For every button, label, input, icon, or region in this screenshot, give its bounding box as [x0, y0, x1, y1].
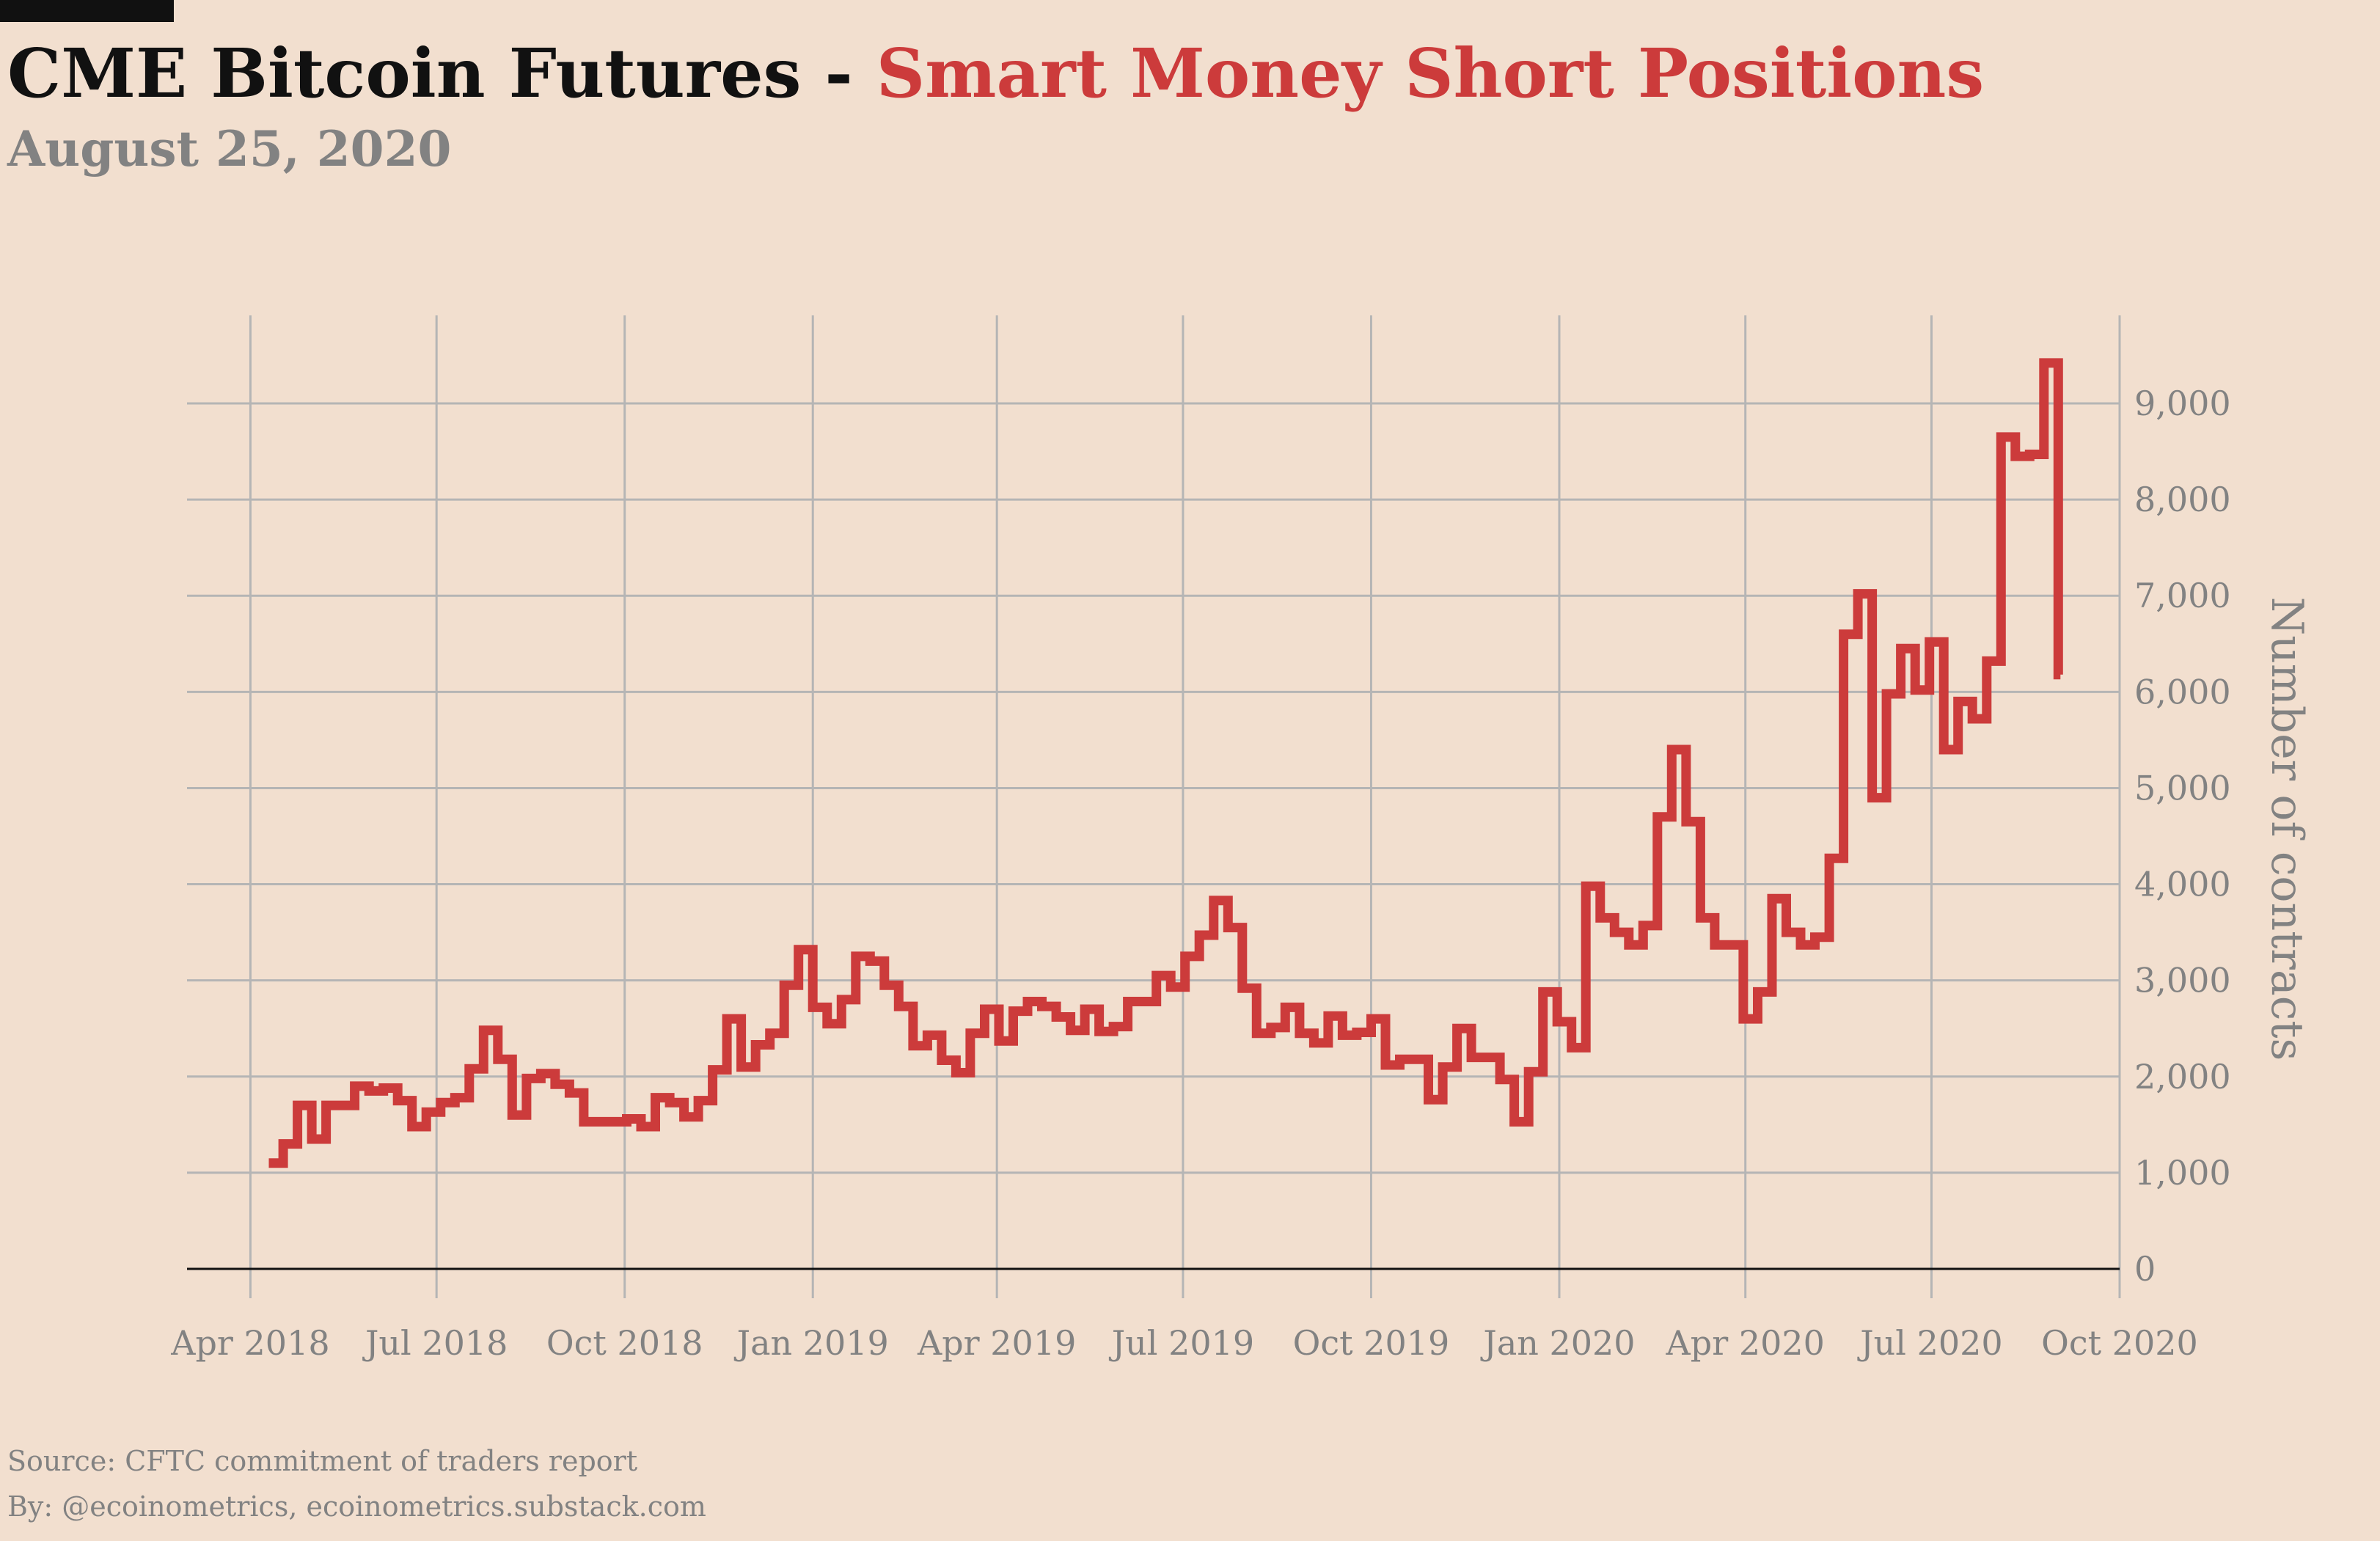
y-tick-label: 5,000: [2134, 768, 2231, 808]
x-tick-label: Jan 2019: [734, 1323, 889, 1363]
series-layer: [268, 358, 2063, 1168]
series-line-short-positions: [268, 358, 2063, 1168]
x-tick-label: Jul 2018: [362, 1323, 508, 1363]
y-tick-label: 0: [2134, 1249, 2156, 1289]
y-tick-label: 4,000: [2134, 865, 2231, 904]
x-tick-label: Jul 2019: [1109, 1323, 1254, 1363]
x-tick-label: Apr 2018: [170, 1323, 329, 1363]
y-tick-label: 7,000: [2134, 576, 2231, 615]
x-tick-label: Oct 2019: [1293, 1323, 1450, 1363]
y-tick-label: 2,000: [2134, 1057, 2231, 1097]
y-tick-label: 3,000: [2134, 961, 2231, 1000]
source-note: Source: CFTC commitment of traders repor…: [7, 1445, 638, 1477]
axis-labels: 0 1,000 2,000 3,000 4,000 5,000 6,000 7,000 8,00…: [170, 384, 2313, 1363]
x-tick-label: Oct 2020: [2041, 1323, 2198, 1363]
x-tick-label: Jul 2020: [1857, 1323, 2002, 1363]
byline-note: By: @ecoinometrics, ecoinometrics.substa…: [7, 1490, 706, 1523]
x-tick-label: Apr 2020: [1666, 1323, 1825, 1363]
title-black-part: CME Bitcoin Futures -: [7, 34, 876, 113]
x-tick-label: Jan 2020: [1480, 1323, 1635, 1363]
y-axis-title: Number of contracts: [2261, 597, 2313, 1061]
y-tick-label: 8,000: [2134, 480, 2231, 519]
chart-subtitle: August 25, 2020: [7, 120, 452, 177]
corner-accent-bar: [0, 0, 174, 22]
gridlines: [187, 315, 2121, 1298]
chart-title: CME Bitcoin Futures - Smart Money Short …: [7, 29, 1984, 117]
x-tick-label: Oct 2018: [546, 1323, 703, 1363]
title-red-part: Smart Money Short Positions: [876, 34, 1985, 113]
y-tick-label: 9,000: [2134, 384, 2231, 423]
x-tick-label: Apr 2019: [917, 1323, 1076, 1363]
y-tick-label: 1,000: [2134, 1153, 2231, 1193]
y-tick-label: 6,000: [2134, 672, 2231, 711]
